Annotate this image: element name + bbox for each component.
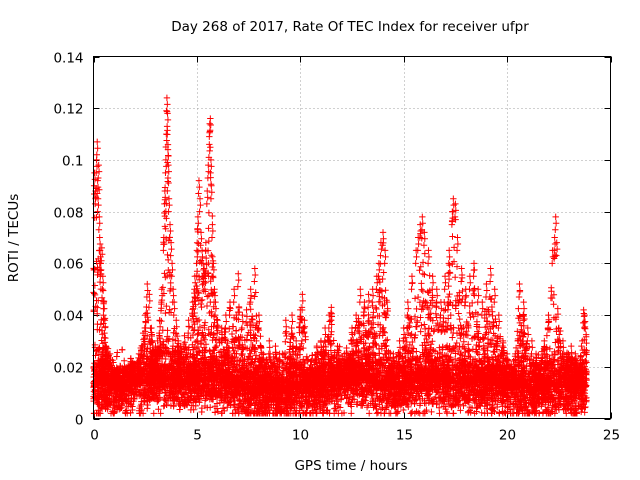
data-point [428,408,435,416]
data-point [436,410,443,417]
data-point [348,410,355,417]
chart-title: Day 268 of 2017, Rate Of TEC Index for r… [171,19,529,35]
data-point [154,398,161,405]
data-point [443,410,451,417]
data-point [319,410,326,417]
data-point [214,408,222,415]
data-point [373,410,381,417]
data-point [150,410,157,417]
data-point [240,400,248,407]
data-point [374,409,382,416]
data-point [365,410,373,417]
data-point [416,402,424,409]
data-point [478,409,485,416]
data-point [122,407,130,414]
data-point [549,402,556,409]
data-point [435,404,443,411]
data-point [157,410,164,417]
data-point [121,357,128,364]
data-point [363,403,371,411]
data-point [421,408,428,415]
data-point [430,395,438,403]
data-point [448,403,455,411]
data-point [563,410,570,417]
data-point [377,387,384,394]
data-point [239,403,246,410]
data-point [524,394,531,401]
grid-lines [93,56,611,419]
data-point [232,353,240,361]
data-point [309,352,316,359]
data-point [423,406,430,414]
data-point [160,402,167,410]
data-point [450,410,457,417]
data-point [114,349,121,356]
data-point [113,353,120,360]
data-points [90,94,590,417]
data-point [187,406,195,414]
